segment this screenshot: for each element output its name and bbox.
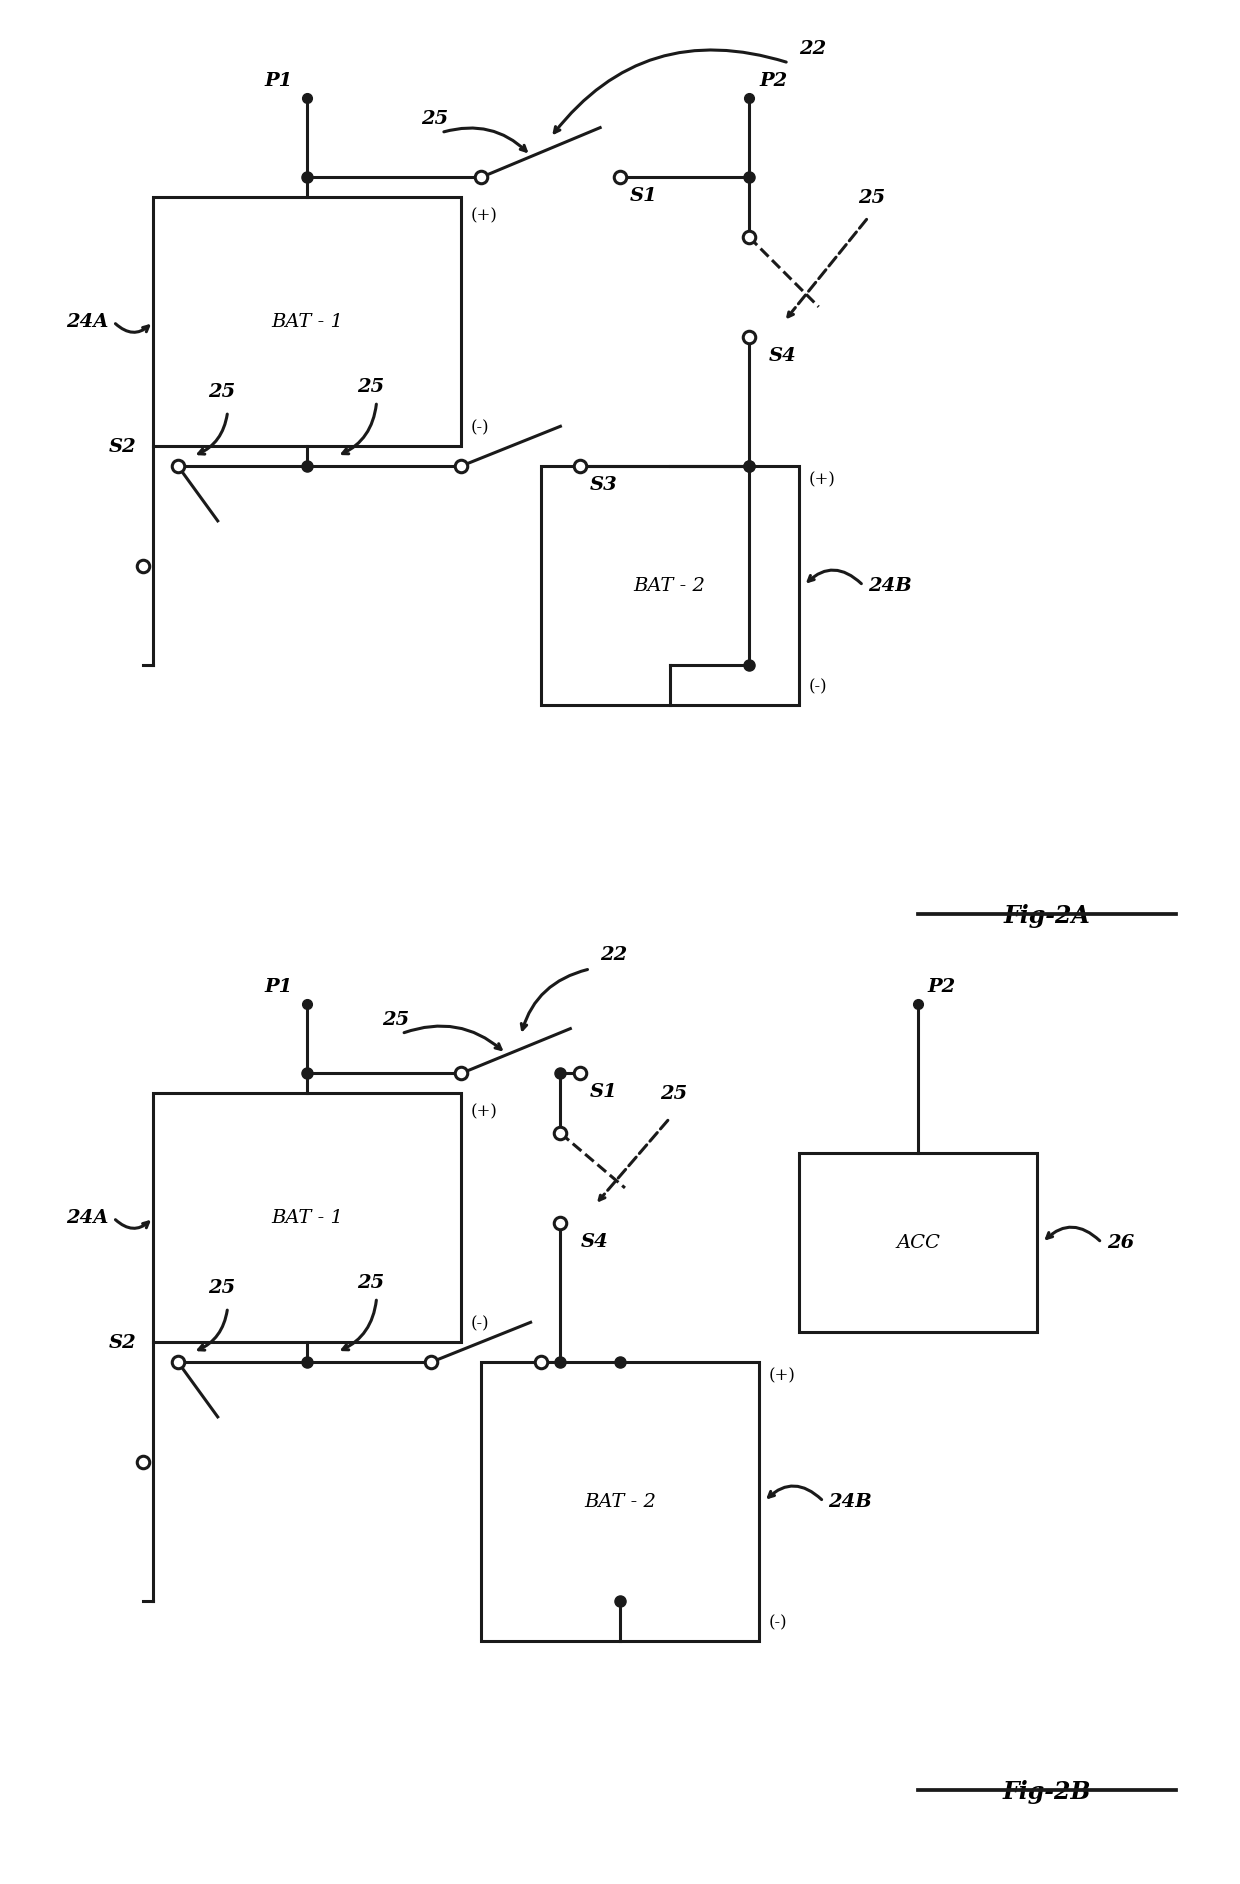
- Text: (+): (+): [769, 1368, 796, 1385]
- Text: 25: 25: [382, 1010, 409, 1029]
- Text: 22: 22: [600, 946, 627, 965]
- Text: S3: S3: [590, 477, 618, 494]
- Text: BAT - 2: BAT - 2: [584, 1492, 656, 1511]
- FancyBboxPatch shape: [799, 1153, 1037, 1332]
- Text: 25: 25: [858, 188, 885, 207]
- Text: (+): (+): [471, 207, 498, 224]
- Text: 26: 26: [1107, 1234, 1133, 1251]
- FancyBboxPatch shape: [481, 1362, 759, 1641]
- Text: S2: S2: [108, 439, 136, 456]
- Text: S4: S4: [769, 347, 797, 365]
- Text: P2: P2: [928, 978, 956, 997]
- Text: (-): (-): [471, 420, 490, 437]
- Text: 25: 25: [357, 1274, 384, 1292]
- Text: P1: P1: [264, 72, 293, 90]
- Text: 24B: 24B: [828, 1492, 872, 1511]
- Text: 24B: 24B: [868, 577, 913, 595]
- FancyBboxPatch shape: [541, 465, 799, 705]
- Text: 22: 22: [799, 40, 826, 58]
- Text: ACC: ACC: [897, 1234, 940, 1251]
- Text: 25: 25: [357, 379, 384, 396]
- Text: (+): (+): [471, 1104, 498, 1121]
- Text: (-): (-): [471, 1315, 490, 1332]
- Text: Fig-2A: Fig-2A: [1003, 904, 1090, 929]
- Text: (-): (-): [769, 1615, 787, 1632]
- Text: (-): (-): [808, 678, 827, 695]
- Text: BAT - 1: BAT - 1: [272, 313, 343, 332]
- Text: 24A: 24A: [66, 313, 108, 332]
- Text: S1: S1: [590, 1083, 618, 1102]
- Text: P1: P1: [264, 978, 293, 997]
- Text: (+): (+): [808, 471, 836, 488]
- Text: Fig-2B: Fig-2B: [1003, 1780, 1091, 1805]
- Text: P2: P2: [759, 72, 787, 90]
- Text: 25: 25: [208, 384, 236, 401]
- FancyBboxPatch shape: [154, 198, 461, 447]
- Text: S1: S1: [630, 187, 657, 205]
- Text: 24A: 24A: [66, 1210, 108, 1226]
- Text: 25: 25: [208, 1279, 236, 1298]
- Text: S2: S2: [108, 1334, 136, 1353]
- Text: 25: 25: [660, 1085, 687, 1104]
- Text: 25: 25: [422, 109, 449, 128]
- Text: S4: S4: [580, 1232, 608, 1251]
- FancyBboxPatch shape: [154, 1093, 461, 1341]
- Text: BAT - 2: BAT - 2: [634, 577, 706, 595]
- Text: BAT - 1: BAT - 1: [272, 1210, 343, 1226]
- Text: S3: S3: [551, 1372, 578, 1390]
